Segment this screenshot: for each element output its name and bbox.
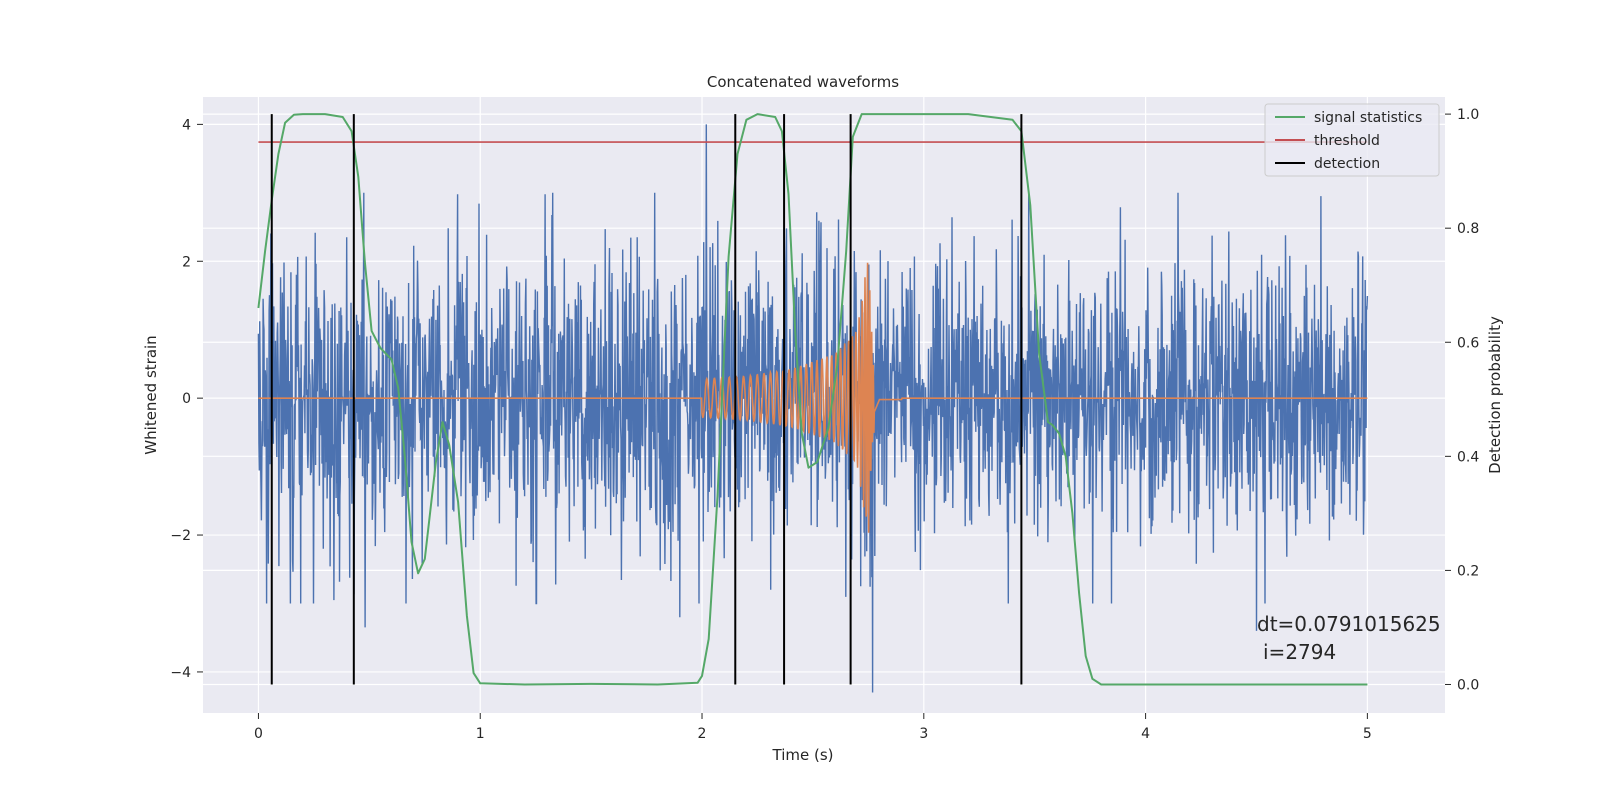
x-tick-label: 1 [476, 726, 485, 742]
y-tick-label-right: 1.0 [1457, 107, 1479, 123]
series-signal-statistics [257, 113, 1368, 686]
chart-title: Concatenated waveforms [707, 73, 899, 91]
y-tick-label: 2 [182, 254, 191, 270]
y-axis-label-right: Detection probability [1486, 316, 1504, 474]
x-tick-label: 4 [1141, 726, 1150, 742]
y-tick-label-right: 0.0 [1457, 677, 1479, 693]
y-tick-label: 0 [182, 391, 191, 407]
legend-label-signal-statistics: signal statistics [1314, 110, 1422, 126]
y-tick-label: 4 [182, 117, 191, 133]
series-layer [257, 113, 1369, 693]
y-tick-label-right: 0.2 [1457, 563, 1479, 579]
y-tick-label-right: 0.6 [1457, 335, 1479, 351]
x-axis-label: Time (s) [772, 746, 834, 764]
x-tick-label: 3 [919, 726, 928, 742]
y-axis-label: Whitened strain [142, 335, 160, 454]
legend-box [1264, 103, 1440, 177]
y-tick-label-right: 0.4 [1457, 449, 1479, 465]
y-tick-label: −2 [170, 528, 191, 544]
annotation-dt: dt=0.0791015625 [1257, 612, 1441, 636]
ticks: 0 1 2 3 4 5 −4 −2 0 2 4 0.0 0.2 0.4 0.6 0.8 1.0 [170, 107, 1479, 742]
series-template [258, 262, 1368, 533]
legend-label-detection: detection [1314, 156, 1380, 172]
y-tick-label-right: 0.8 [1457, 221, 1479, 237]
x-tick-label: 0 [254, 726, 263, 742]
legend: signal statistics threshold detection [1264, 103, 1440, 177]
legend-label-threshold: threshold [1314, 133, 1380, 149]
x-tick-label: 2 [698, 726, 707, 742]
y-tick-label: −4 [170, 665, 191, 681]
x-tick-label: 5 [1363, 726, 1372, 742]
annotation-i: i=2794 [1263, 640, 1336, 664]
